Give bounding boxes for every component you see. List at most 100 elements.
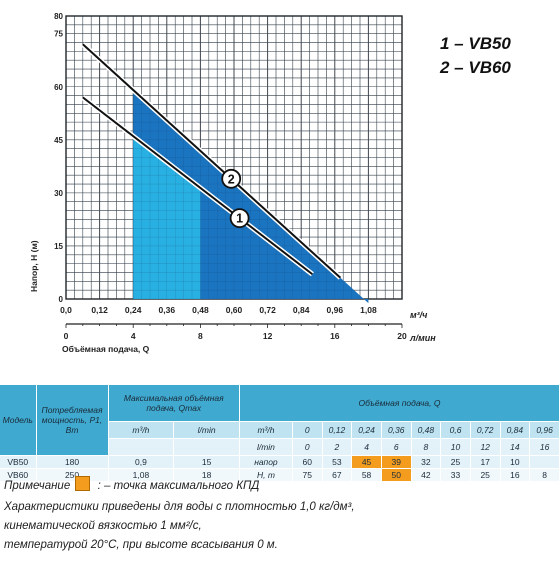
- x-top-tick-label: 1,08: [360, 305, 377, 315]
- header-model: Модель: [0, 385, 37, 456]
- x-top-tick-label: 0,60: [226, 305, 243, 315]
- y-tick-label: 75: [54, 30, 63, 39]
- flow-m3h-cell: 0,24: [351, 421, 382, 439]
- head-cell: 75: [292, 468, 323, 482]
- row-head-unit: Н, m: [239, 468, 293, 482]
- header-qmax-lmin: l/min: [173, 421, 240, 439]
- y-tick-label: 0: [59, 295, 64, 304]
- x-bottom-tick-label: 8: [198, 331, 203, 341]
- head-cell: [529, 455, 560, 469]
- description: Характеристики приведены для воды с плот…: [4, 498, 355, 555]
- row-model: VB50: [0, 455, 37, 469]
- model-legend: 1 – VB50 2 – VB60: [440, 32, 511, 80]
- flow-m3h-cell: 0,12: [322, 421, 353, 439]
- marker-label: 2: [228, 172, 235, 186]
- spec-table: Модель Потребляемая мощность, Р1, Вт Мак…: [0, 385, 560, 482]
- head-cell: 67: [322, 468, 353, 482]
- x-bottom-tick-label: 12: [263, 331, 273, 341]
- y-tick-label: 80: [54, 12, 63, 21]
- header-flow: Объёмная подача, Q: [239, 385, 560, 422]
- description-line: температурой 20°С, при высоте всасывания…: [4, 539, 278, 551]
- x-top-tick-label: 0,0: [60, 305, 72, 315]
- x-top-tick-label: 0,96: [327, 305, 344, 315]
- flow-lmin-cell: 16: [529, 438, 560, 456]
- table-row-vb50: VB50 180 0,9 15 напор 60 53 45 39 32 25 …: [0, 455, 560, 469]
- head-cell: 25: [440, 455, 471, 469]
- flow-m3h-cell: 0,72: [470, 421, 501, 439]
- head-cell: 58: [351, 468, 382, 482]
- head-cell: 53: [322, 455, 353, 469]
- marker-circle: [221, 168, 242, 189]
- row-head-label: напор: [239, 455, 293, 469]
- qmax-spacer: [173, 438, 240, 456]
- y-tick-label: 45: [54, 136, 63, 145]
- head-cell: 60: [292, 455, 323, 469]
- series-1-marker: 1: [229, 208, 250, 229]
- x-bottom-tick-label: 4: [131, 331, 136, 341]
- note-label: Примечание: [4, 480, 71, 492]
- x-top-tick-label: 0,12: [91, 305, 108, 315]
- qmax-spacer: [108, 438, 175, 456]
- row-qmax-m3h: 1,08: [108, 468, 175, 482]
- note-text: : – точка максимального КПД: [97, 480, 260, 492]
- x-axis-label: Объёмная подача, Q: [62, 344, 150, 354]
- description-line: Характеристики приведены для воды с плот…: [4, 501, 355, 513]
- head-cell: 17: [470, 455, 501, 469]
- flow-m3h-cell: 0,6: [440, 421, 471, 439]
- head-cell: 45: [351, 455, 382, 469]
- row-model: VB60: [0, 468, 37, 482]
- x-bottom-unit: л/мин: [409, 333, 436, 343]
- flow-m3h-cell: 0,36: [381, 421, 412, 439]
- x-bottom-tick-label: 20: [397, 331, 407, 341]
- row-qmax-m3h: 0,9: [108, 455, 175, 469]
- x-top-tick-label: 0,48: [192, 305, 209, 315]
- header-flow-lmin: l/min: [239, 438, 293, 456]
- head-cell: 25: [470, 468, 501, 482]
- y-tick-labels: 0 15 30 45 60 75 80: [54, 12, 63, 304]
- x-top-unit: м³/ч: [410, 310, 428, 320]
- description-line: кинематической вязкостью 1 мм²/с,: [4, 520, 202, 532]
- x-top-tick-labels: 0,0 0,12 0,24 0,36 0,48 0,60 0,72 0,84 0,96 1,08: [60, 305, 377, 315]
- y-tick-label: 15: [54, 242, 63, 251]
- series-2-marker: 2: [221, 168, 242, 189]
- efficiency-regions: [65, 15, 403, 304]
- legend-item-vb60: 2 – VB60: [440, 58, 511, 77]
- head-cell: 10: [500, 455, 531, 469]
- header-qmax-m3h: m³/h: [108, 421, 175, 439]
- series-markers: 12: [221, 168, 250, 229]
- flow-m3h-cell: 0,48: [411, 421, 442, 439]
- table-row-vb60: VB60 250 1,08 18 Н, m 75 67 58 50 42 33 …: [0, 468, 560, 482]
- flow-m3h-cell: 0: [292, 421, 323, 439]
- efficiency-swatch: [75, 476, 91, 491]
- flow-lmin-cell: 4: [351, 438, 382, 456]
- head-cell: 8: [529, 468, 560, 482]
- flow-lmin-cell: 8: [411, 438, 442, 456]
- legend-item-vb50: 1 – VB50: [440, 34, 511, 53]
- y-axis-label: Напор, Н (м): [29, 240, 39, 292]
- flow-lmin-cell: 6: [381, 438, 412, 456]
- marker-label: 1: [236, 212, 243, 226]
- x-bottom-tick-label: 0: [64, 331, 69, 341]
- flow-lmin-cell: 0: [292, 438, 323, 456]
- series-lines: [81, 42, 343, 280]
- flow-m3h-cell: 0,84: [500, 421, 531, 439]
- head-cell: 50: [381, 468, 412, 482]
- head-cell: 32: [411, 455, 442, 469]
- row-qmax-lmin: 18: [173, 468, 240, 482]
- y-tick-label: 60: [54, 83, 63, 92]
- x-top-tick-label: 0,72: [259, 305, 276, 315]
- head-cell: 39: [381, 455, 412, 469]
- flow-lmin-cell: 10: [440, 438, 471, 456]
- head-cell: 42: [411, 468, 442, 482]
- x-top-tick-label: 0,36: [159, 305, 176, 315]
- x-bottom-tick-label: 16: [330, 331, 340, 341]
- row-qmax-lmin: 15: [173, 455, 240, 469]
- header-flow-m3h: m³/h: [239, 421, 293, 439]
- flow-lmin-cell: 12: [470, 438, 501, 456]
- x-top-tick-label: 0,24: [125, 305, 142, 315]
- flow-m3h-cell: 0,96: [529, 421, 560, 439]
- y-tick-label: 30: [54, 189, 63, 198]
- row-power: 180: [36, 455, 109, 469]
- header-qmax: Максимальная объёмная подача, Qmax: [108, 385, 240, 422]
- flow-lmin-cell: 2: [322, 438, 353, 456]
